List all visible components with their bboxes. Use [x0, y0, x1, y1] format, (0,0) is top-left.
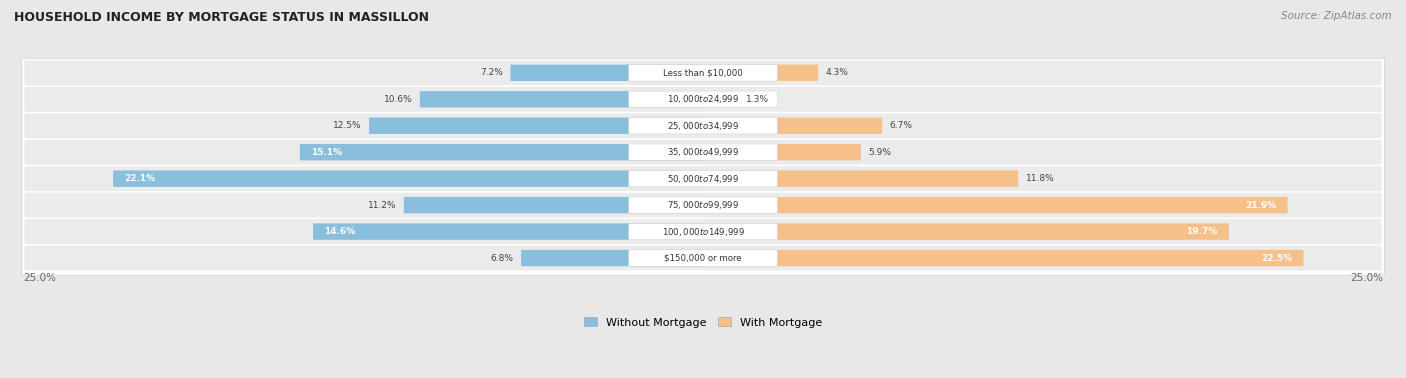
Legend: Without Mortgage, With Mortgage: Without Mortgage, With Mortgage: [583, 317, 823, 327]
Text: 14.6%: 14.6%: [325, 227, 356, 236]
FancyBboxPatch shape: [24, 246, 1382, 271]
Text: $100,000 to $149,999: $100,000 to $149,999: [661, 226, 745, 238]
Text: 25.0%: 25.0%: [1350, 273, 1384, 283]
Text: Less than $10,000: Less than $10,000: [664, 68, 742, 77]
FancyBboxPatch shape: [703, 65, 818, 81]
Text: $25,000 to $34,999: $25,000 to $34,999: [666, 120, 740, 132]
FancyBboxPatch shape: [24, 60, 1382, 85]
Text: $35,000 to $49,999: $35,000 to $49,999: [666, 146, 740, 158]
Text: $150,000 or more: $150,000 or more: [664, 254, 742, 263]
Text: 21.9%: 21.9%: [1246, 201, 1277, 210]
Text: 5.9%: 5.9%: [869, 148, 891, 157]
FancyBboxPatch shape: [628, 250, 778, 266]
FancyBboxPatch shape: [24, 166, 1382, 191]
FancyBboxPatch shape: [112, 170, 703, 187]
Text: 7.2%: 7.2%: [479, 68, 503, 77]
FancyBboxPatch shape: [420, 91, 703, 107]
Text: 11.8%: 11.8%: [1025, 174, 1054, 183]
Text: 4.3%: 4.3%: [825, 68, 849, 77]
FancyBboxPatch shape: [24, 113, 1382, 138]
Text: 25.0%: 25.0%: [22, 273, 56, 283]
FancyBboxPatch shape: [628, 118, 778, 134]
FancyBboxPatch shape: [24, 140, 1382, 165]
FancyBboxPatch shape: [404, 197, 703, 213]
FancyBboxPatch shape: [628, 223, 778, 240]
FancyBboxPatch shape: [703, 91, 738, 107]
Text: 19.7%: 19.7%: [1187, 227, 1218, 236]
FancyBboxPatch shape: [24, 87, 1382, 112]
FancyBboxPatch shape: [703, 118, 882, 134]
FancyBboxPatch shape: [703, 170, 1018, 187]
Text: 1.3%: 1.3%: [745, 95, 769, 104]
FancyBboxPatch shape: [24, 193, 1382, 218]
Text: 6.8%: 6.8%: [491, 254, 513, 263]
FancyBboxPatch shape: [628, 91, 778, 107]
FancyBboxPatch shape: [628, 65, 778, 81]
Text: 22.1%: 22.1%: [124, 174, 156, 183]
FancyBboxPatch shape: [703, 197, 1288, 213]
Text: 11.2%: 11.2%: [368, 201, 396, 210]
FancyBboxPatch shape: [24, 219, 1382, 244]
FancyBboxPatch shape: [370, 118, 703, 134]
Text: $50,000 to $74,999: $50,000 to $74,999: [666, 173, 740, 185]
FancyBboxPatch shape: [628, 144, 778, 160]
FancyBboxPatch shape: [522, 250, 703, 266]
FancyBboxPatch shape: [21, 58, 1385, 275]
FancyBboxPatch shape: [314, 223, 703, 240]
Text: 15.1%: 15.1%: [311, 148, 342, 157]
FancyBboxPatch shape: [510, 65, 703, 81]
FancyBboxPatch shape: [703, 250, 1303, 266]
Text: 22.5%: 22.5%: [1261, 254, 1292, 263]
Text: Source: ZipAtlas.com: Source: ZipAtlas.com: [1281, 11, 1392, 21]
FancyBboxPatch shape: [299, 144, 703, 160]
Text: 12.5%: 12.5%: [333, 121, 361, 130]
FancyBboxPatch shape: [703, 223, 1229, 240]
FancyBboxPatch shape: [628, 170, 778, 187]
Text: $10,000 to $24,999: $10,000 to $24,999: [666, 93, 740, 105]
Text: HOUSEHOLD INCOME BY MORTGAGE STATUS IN MASSILLON: HOUSEHOLD INCOME BY MORTGAGE STATUS IN M…: [14, 11, 429, 24]
FancyBboxPatch shape: [628, 197, 778, 213]
Text: 6.7%: 6.7%: [890, 121, 912, 130]
Text: $75,000 to $99,999: $75,000 to $99,999: [666, 199, 740, 211]
Text: 10.6%: 10.6%: [384, 95, 412, 104]
FancyBboxPatch shape: [703, 144, 860, 160]
